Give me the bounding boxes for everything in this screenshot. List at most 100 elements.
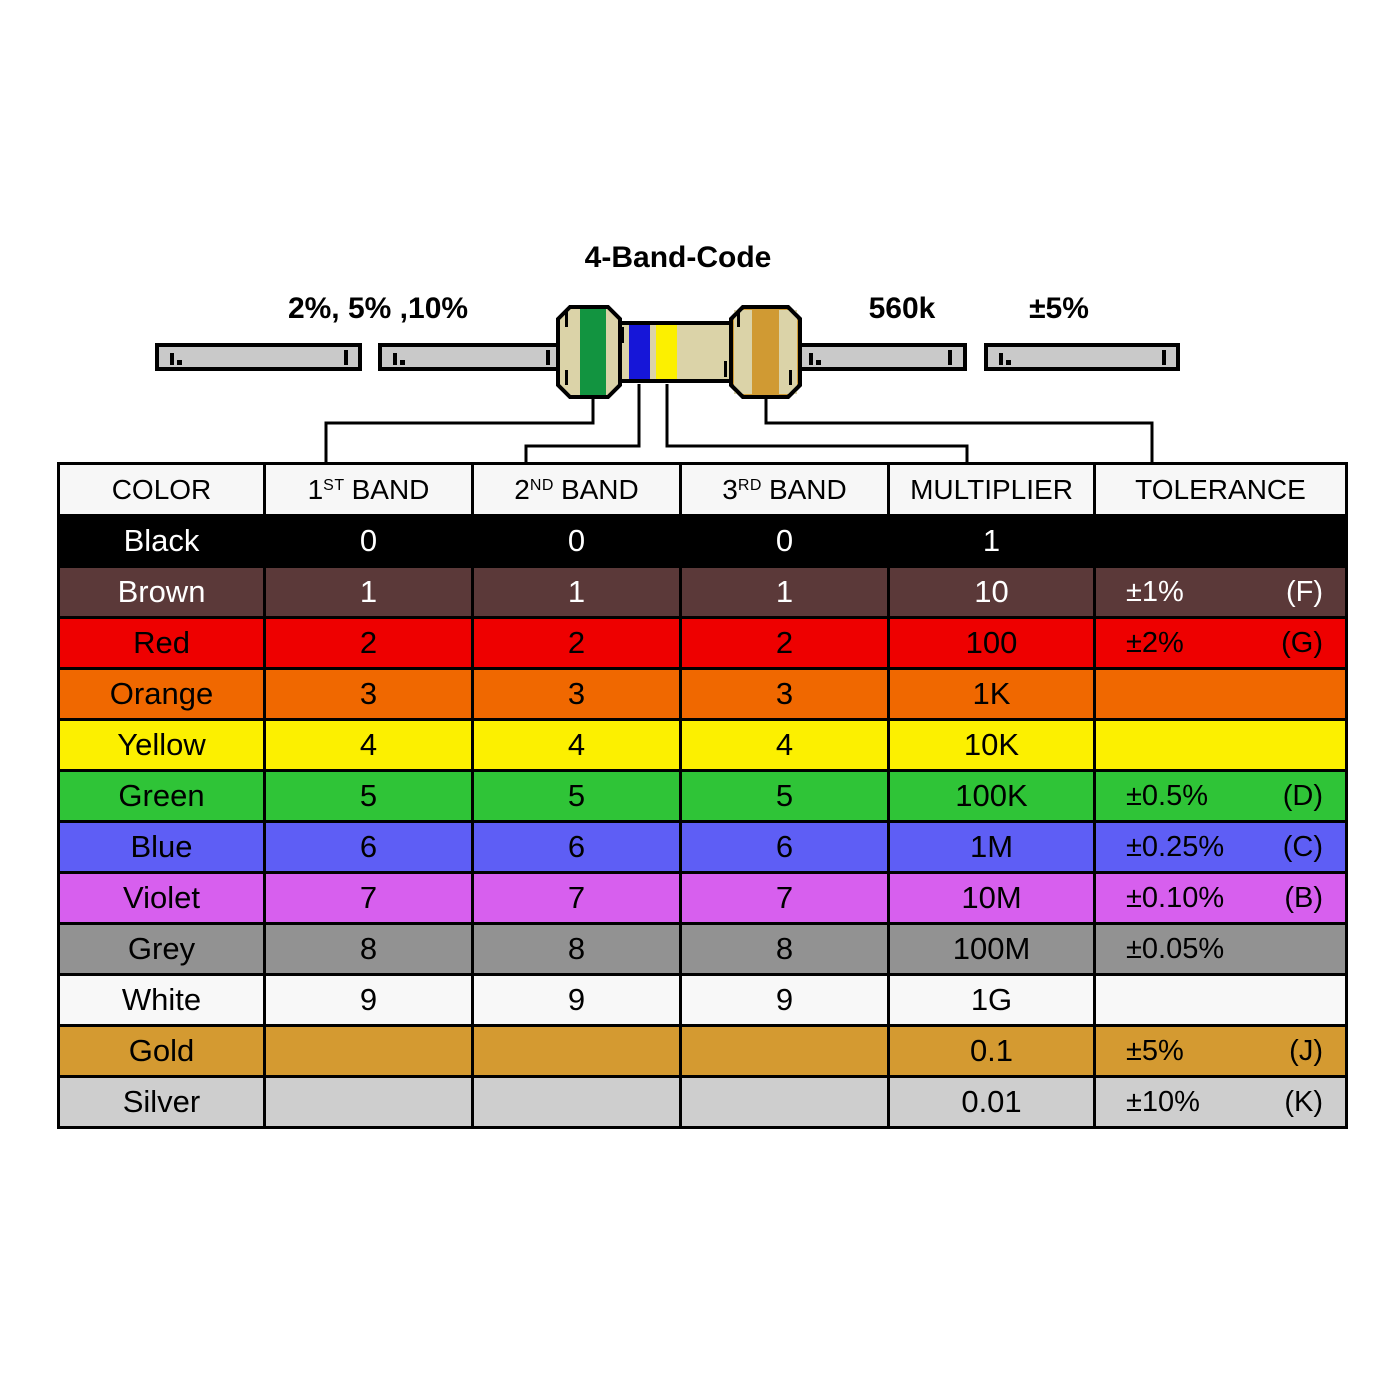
- leader-line-band3: [665, 384, 969, 462]
- band3-cell: 7: [679, 871, 890, 925]
- tolerance-cell: [1093, 718, 1348, 772]
- color-name-cell: Gold: [57, 1024, 266, 1078]
- tolerance-cell: ±2% (G): [1093, 616, 1348, 670]
- header-band3: 3RD BAND: [679, 462, 890, 517]
- leader-lines: [324, 384, 1154, 462]
- color-name-cell: Blue: [57, 820, 266, 874]
- header-band2: 2ND BAND: [471, 462, 682, 517]
- color-name-cell: Grey: [57, 922, 266, 976]
- tolerance-cell: ±5% (J): [1093, 1024, 1348, 1078]
- table-row-silver: Silver 0.01 ±10% (K): [57, 1075, 1348, 1129]
- color-name-cell: Red: [57, 616, 266, 670]
- multiplier-cell: 10K: [887, 718, 1096, 772]
- lead-wire-right-inner: [794, 343, 967, 371]
- multiplier-cell: 1M: [887, 820, 1096, 874]
- table-row-red: Red 2 2 2 100 ±2% (G): [57, 616, 1348, 670]
- band3-cell: 3: [679, 667, 890, 721]
- multiplier-cell: 0.01: [887, 1075, 1096, 1129]
- tolerance-cell: ±0.10% (B): [1093, 871, 1348, 925]
- leader-line-band1: [324, 399, 595, 462]
- band1-cell: 5: [263, 769, 474, 823]
- resistance-value-label: 560k: [868, 292, 936, 325]
- resistor-illustration: [155, 305, 1180, 462]
- band-2-blue: [629, 325, 650, 379]
- cap-right-body-left: [734, 310, 752, 394]
- band-1-green: [580, 309, 606, 395]
- band3-cell: 1: [679, 565, 890, 619]
- body-shading-ticks: [565, 312, 792, 385]
- color-name-cell: Yellow: [57, 718, 266, 772]
- table-header-row: COLOR 1ST BAND 2ND BAND 3RD BAND MULTIPLIER…: [57, 462, 1348, 517]
- multiplier-cell: 1G: [887, 973, 1096, 1027]
- tolerance-cell: ±0.5% (D): [1093, 769, 1348, 823]
- band2-cell: [471, 1075, 682, 1129]
- color-name-cell: Silver: [57, 1075, 266, 1129]
- cap-right-body-right: [779, 310, 797, 394]
- lead-wire-right-outer: [984, 343, 1180, 371]
- color-name-cell: Violet: [57, 871, 266, 925]
- band2-cell: 9: [471, 973, 682, 1027]
- leader-line-band2: [524, 384, 641, 462]
- multiplier-cell: 100: [887, 616, 1096, 670]
- tolerance-cell: [1093, 514, 1348, 568]
- multiplier-cell: 0.1: [887, 1024, 1096, 1078]
- color-name-cell: Green: [57, 769, 266, 823]
- multiplier-cell: 100K: [887, 769, 1096, 823]
- wire-notch-marks: [170, 350, 1166, 365]
- table-row-yellow: Yellow 4 4 4 10K: [57, 718, 1348, 772]
- color-name-cell: Brown: [57, 565, 266, 619]
- band2-cell: 8: [471, 922, 682, 976]
- band1-cell: 0: [263, 514, 474, 568]
- resistor-cap-right-stroke: [729, 305, 802, 399]
- color-name-cell: White: [57, 973, 266, 1027]
- tolerance-cell: ±10% (K): [1093, 1075, 1348, 1129]
- band3-cell: 8: [679, 922, 890, 976]
- band1-cell: 6: [263, 820, 474, 874]
- band1-cell: [263, 1075, 474, 1129]
- tolerance-cell: [1093, 667, 1348, 721]
- tolerance-cell: ±0.25% (C): [1093, 820, 1348, 874]
- band3-cell: 2: [679, 616, 890, 670]
- multiplier-cell: 100M: [887, 922, 1096, 976]
- table-row-brown: Brown 1 1 1 10 ±1% (F): [57, 565, 1348, 619]
- band2-cell: 3: [471, 667, 682, 721]
- table-row-gold: Gold 0.1 ±5% (J): [57, 1024, 1348, 1078]
- tolerance-cell: ±0.05%: [1093, 922, 1348, 976]
- header-band1: 1ST BAND: [263, 462, 474, 517]
- table-row-grey: Grey 8 8 8 100M ±0.05%: [57, 922, 1348, 976]
- band2-cell: 4: [471, 718, 682, 772]
- page-title: 4-Band-Code: [584, 241, 772, 274]
- band1-cell: [263, 1024, 474, 1078]
- band1-cell: 9: [263, 973, 474, 1027]
- multiplier-cell: 1: [887, 514, 1096, 568]
- band2-cell: 1: [471, 565, 682, 619]
- band2-cell: 7: [471, 871, 682, 925]
- band3-cell: 4: [679, 718, 890, 772]
- band3-cell: 5: [679, 769, 890, 823]
- multiplier-cell: 1K: [887, 667, 1096, 721]
- band3-cell: [679, 1075, 890, 1129]
- header-tolerance: TOLERANCE: [1093, 462, 1348, 517]
- band2-cell: 6: [471, 820, 682, 874]
- band1-cell: 2: [263, 616, 474, 670]
- band2-cell: 2: [471, 616, 682, 670]
- multiplier-cell: 10: [887, 565, 1096, 619]
- tolerance-value-label: ±5%: [1029, 292, 1089, 325]
- band1-cell: 7: [263, 871, 474, 925]
- band1-cell: 4: [263, 718, 474, 772]
- band2-cell: 0: [471, 514, 682, 568]
- table-row-blue: Blue 6 6 6 1M ±0.25% (C): [57, 820, 1348, 874]
- tolerance-cell: ±1% (F): [1093, 565, 1348, 619]
- band2-cell: 5: [471, 769, 682, 823]
- band3-cell: [679, 1024, 890, 1078]
- table-row-green: Green 5 5 5 100K ±0.5% (D): [57, 769, 1348, 823]
- color-code-table: COLOR 1ST BAND 2ND BAND 3RD BAND MULTIPLIER…: [57, 462, 1348, 1129]
- resistor-body-group: [556, 305, 802, 399]
- band1-cell: 3: [263, 667, 474, 721]
- color-name-cell: Black: [57, 514, 266, 568]
- table-row-white: White 9 9 9 1G: [57, 973, 1348, 1027]
- band3-cell: 6: [679, 820, 890, 874]
- lead-wires: [155, 343, 1180, 371]
- leader-line-band4: [764, 399, 1154, 462]
